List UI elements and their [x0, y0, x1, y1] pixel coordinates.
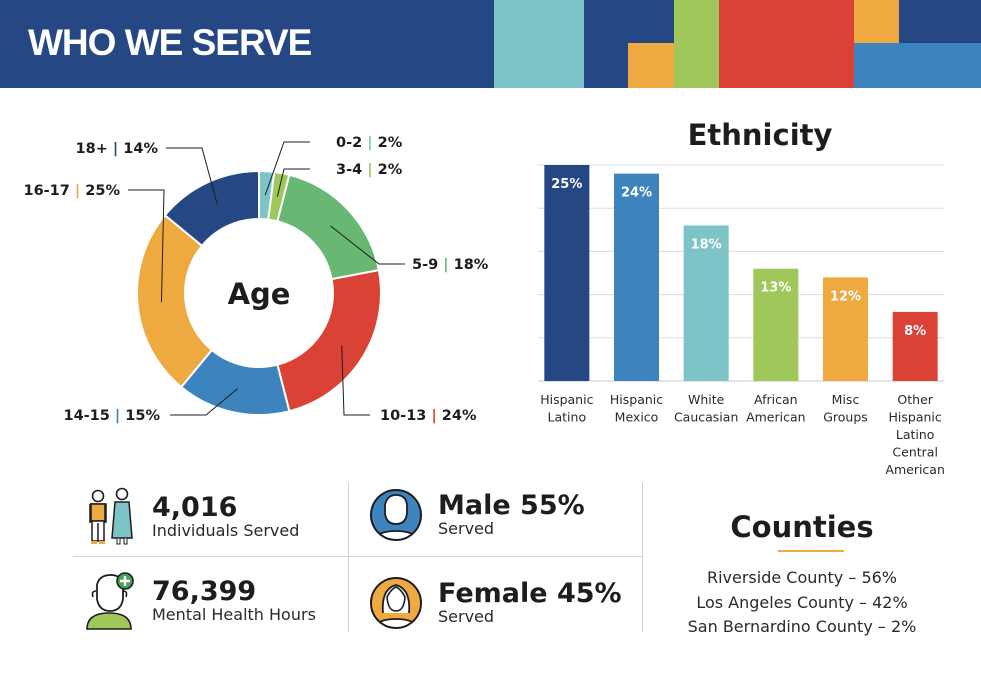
counties-title: Counties	[730, 510, 874, 544]
stats-divider-vertical	[348, 482, 349, 632]
stat-male: Male 55% Served	[366, 482, 585, 548]
header-block-orange-2	[854, 0, 899, 43]
counties-title-underline	[778, 550, 844, 552]
age-donut-chart: 0-2 | 2% 3-4 | 2% 5-9 | 18% 10-13 | 24% 14-1…	[23, 135, 489, 424]
eth-value-label: 12%	[830, 289, 861, 304]
age-leader-line	[128, 189, 165, 303]
eth-value-label: 8%	[904, 324, 926, 339]
eth-bar-0	[544, 165, 590, 381]
eth-value-label: 25%	[551, 177, 582, 192]
county-item: Riverside County – 56%	[706, 568, 898, 587]
age-label-5-9: 5-9 | 18%	[412, 257, 489, 273]
eth-category-label: Misc Groups	[823, 392, 868, 425]
age-leader-line	[170, 388, 238, 416]
ethnicity-bar-chart: 25% 24% 18% 13% 12% 8% Hispanic Latino Hispanic…	[538, 164, 945, 477]
age-leader-line	[330, 225, 405, 265]
male-label: Served	[438, 519, 495, 538]
age-chart-title: Age	[228, 277, 291, 311]
age-label-0-2: 0-2 | 2%	[336, 135, 403, 151]
stats-divider-right	[642, 482, 643, 632]
ethnicity-chart-title: Ethnicity	[687, 118, 833, 152]
header-block-green	[674, 0, 719, 88]
individuals-label: Individuals Served	[152, 521, 300, 540]
age-label-3-4: 3-4 | 2%	[336, 162, 403, 178]
female-avatar-icon	[366, 570, 426, 636]
age-label-16-17: 16-17 | 25%	[23, 183, 120, 199]
county-item: San Bernardino County – 2%	[687, 617, 917, 636]
stats-divider-horizontal	[73, 556, 643, 557]
female-label: Served	[438, 607, 495, 626]
age-leader-line	[276, 168, 310, 197]
eth-bar-1	[614, 173, 659, 381]
male-percent: Male 55%	[438, 490, 585, 521]
eth-value-label: 13%	[760, 281, 791, 296]
stat-female: Female 45% Served	[366, 570, 622, 636]
header-block-teal	[494, 0, 584, 88]
header-block-red	[719, 0, 854, 88]
eth-category-label: Hispanic Mexico	[610, 392, 663, 425]
age-leader-line	[341, 345, 370, 416]
eth-value-label: 24%	[621, 186, 652, 201]
eth-category-label: Hispanic Latino	[540, 392, 593, 425]
female-percent: Female 45%	[438, 578, 622, 609]
family-icon	[80, 484, 140, 550]
mental-health-icon	[80, 568, 140, 634]
eth-bar-5	[892, 311, 938, 381]
eth-value-label: 18%	[691, 237, 722, 252]
eth-category-label: African American	[746, 392, 806, 425]
male-avatar-icon	[366, 482, 426, 548]
age-slice-5-9	[276, 173, 381, 281]
eth-bar-3	[753, 268, 799, 381]
eth-category-label: Other Hispanic Latino Central American	[885, 392, 945, 477]
age-slice-10-13	[276, 268, 382, 413]
individuals-count: 4,016	[152, 492, 238, 523]
age-leader-line	[264, 141, 310, 196]
hours-count: 76,399	[152, 576, 257, 607]
header-block-blue	[854, 43, 981, 88]
hours-label: Mental Health Hours	[152, 605, 316, 624]
age-leader-line	[166, 147, 218, 205]
eth-bar-2	[683, 225, 729, 381]
header-block-orange	[628, 43, 674, 88]
age-label-18+: 18+ | 14%	[76, 141, 159, 157]
age-slice-18+	[163, 169, 260, 248]
page-title: WHO WE SERVE	[28, 22, 312, 63]
stat-individuals: 4,016 Individuals Served	[80, 484, 299, 550]
county-item: Los Angeles County – 42%	[696, 592, 908, 612]
age-label-14-15: 14-15 | 15%	[63, 408, 160, 424]
eth-category-label: White Caucasian	[674, 392, 738, 425]
eth-bar-4	[823, 277, 868, 381]
header-banner: WHO WE SERVE	[0, 0, 981, 88]
age-label-10-13: 10-13 | 24%	[380, 408, 477, 424]
counties-list: Riverside County – 56% Los Angeles Count…	[670, 566, 934, 640]
stat-hours: 76,399 Mental Health Hours	[80, 568, 316, 634]
